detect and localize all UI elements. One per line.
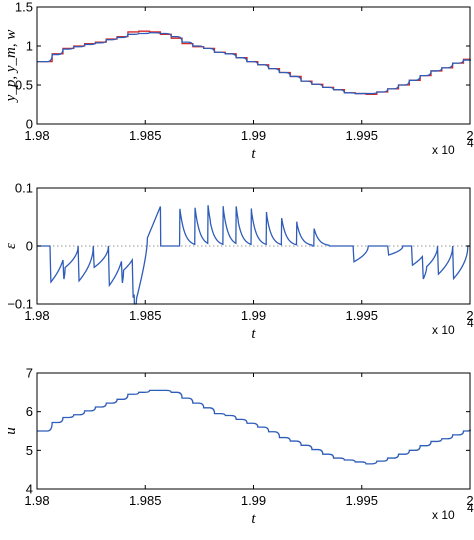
x-multiplier-exponent: 4	[467, 316, 474, 330]
y-tick-label: 5	[26, 443, 33, 458]
x-tick-label: 1.98	[24, 128, 49, 143]
y-tick-label: 1	[26, 39, 33, 54]
y-tick-label: 1.5	[15, 0, 33, 15]
x-axis-label: t	[251, 146, 256, 162]
y-tick-label: 6	[26, 404, 33, 419]
x-tick-label: 1.99	[241, 493, 266, 508]
series-line-1	[37, 389, 471, 465]
y-axis-label: u	[3, 427, 19, 435]
x-multiplier-label: x 10	[432, 508, 455, 522]
x-tick-label: 2	[466, 128, 473, 143]
x-axis-label: t	[251, 326, 256, 342]
y-tick-label: 0	[26, 117, 33, 132]
x-tick-label: 1.995	[345, 308, 378, 323]
x-tick-label: 1.98	[24, 493, 49, 508]
y-tick-label: −0.1	[7, 297, 33, 312]
series-line-1	[37, 205, 470, 305]
subplot-1: 1.98 1.985 1.99 1.995 2 0 0.5 1 1.5 t x 10 4 y_p, y_…	[3, 0, 474, 162]
subplot-2: 1.98 1.985 1.99 1.995 2 −0.1 0 0.1 t x 10 4 ε	[3, 181, 474, 343]
x-tick-label: 1.995	[345, 493, 378, 508]
series-line-2	[37, 32, 471, 95]
x-multiplier-label: x 10	[432, 143, 455, 157]
axes-frame	[36, 6, 471, 125]
x-multiplier-exponent: 4	[467, 501, 474, 515]
x-tick-label: 1.985	[129, 308, 162, 323]
x-tick-label: 2	[466, 493, 473, 508]
x-axis-label: t	[251, 511, 256, 527]
x-tick-label: 1.985	[129, 493, 162, 508]
y-tick-label: 0	[26, 239, 33, 254]
y-tick-label: 7	[26, 366, 33, 381]
y-tick-label: 0.5	[15, 78, 33, 93]
x-multiplier-exponent: 4	[467, 136, 474, 150]
y-axis-label: ε	[3, 243, 19, 249]
x-tick-label: 1.99	[241, 128, 266, 143]
x-tick-label: 1.985	[129, 128, 162, 143]
axes-frame	[36, 372, 471, 490]
y-axis-label: y_p, y_m, w	[3, 30, 19, 104]
x-tick-label: 1.995	[345, 128, 378, 143]
x-tick-label: 1.99	[241, 308, 266, 323]
y-tick-label: 0.1	[15, 181, 33, 196]
x-tick-label: 1.98	[24, 308, 49, 323]
y-tick-label: 4	[26, 482, 33, 497]
x-multiplier-label: x 10	[432, 323, 455, 337]
x-tick-label: 2	[466, 308, 473, 323]
